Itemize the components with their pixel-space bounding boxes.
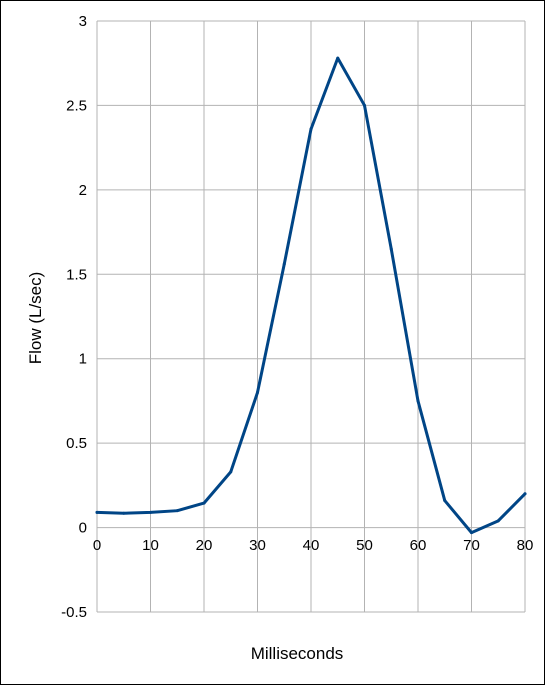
y-axis-title: Flow (L/sec) — [26, 272, 45, 365]
data-point — [309, 127, 313, 131]
data-point — [202, 501, 206, 505]
data-point — [443, 499, 447, 503]
y-tick-label: 2 — [79, 182, 87, 199]
x-axis-tick-labels: 0 10 20 30 40 50 60 70 80 — [93, 537, 534, 554]
grid-lines — [96, 20, 526, 613]
data-point — [523, 492, 527, 496]
y-tick-label: -0.5 — [61, 604, 87, 621]
y-tick-label: 0.5 — [66, 435, 87, 452]
data-point — [149, 510, 152, 514]
x-tick-label: 30 — [249, 537, 266, 554]
data-point — [496, 519, 500, 523]
data-point — [470, 531, 473, 535]
x-tick-label: 70 — [463, 537, 480, 554]
y-tick-label: 1.5 — [66, 266, 87, 283]
x-tick-label: 20 — [196, 537, 213, 554]
data-point — [95, 510, 99, 514]
data-point — [416, 399, 420, 403]
data-point — [389, 247, 393, 251]
data-point — [175, 509, 179, 513]
y-tick-label: 3 — [79, 13, 87, 30]
x-tick-label: 80 — [517, 537, 534, 554]
y-tick-label: 0 — [79, 520, 87, 537]
y-tick-label: 2.5 — [66, 97, 87, 114]
data-point — [256, 390, 259, 394]
x-tick-label: 50 — [356, 537, 373, 554]
data-point — [363, 103, 366, 107]
data-point — [229, 470, 233, 474]
x-tick-label: 60 — [410, 537, 427, 554]
data-point — [336, 56, 340, 60]
data-point — [122, 511, 126, 515]
y-tick-label: 1 — [79, 351, 87, 368]
data-point — [282, 262, 286, 266]
x-tick-label: 40 — [303, 537, 320, 554]
x-axis-title: Milliseconds — [251, 644, 344, 663]
series-layer — [95, 56, 527, 535]
x-tick-label: 10 — [142, 537, 159, 554]
y-axis-tick-labels: -0.5 0 0.5 1 1.5 2 2.5 3 — [61, 13, 87, 621]
x-tick-label: 0 — [93, 537, 101, 554]
